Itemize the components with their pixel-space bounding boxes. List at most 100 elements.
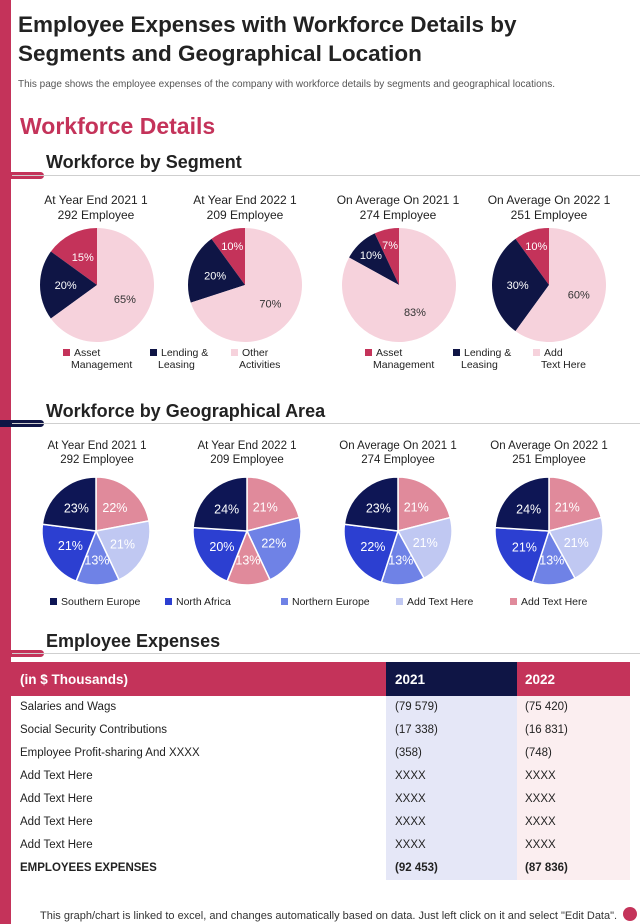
pie-title-line: At Year End 2022 1: [193, 193, 297, 207]
left-accent-bar: [0, 0, 11, 924]
pie-title-line: 251 Employee: [510, 208, 588, 222]
pie-slice: [343, 476, 399, 532]
pie-title-line: 292 Employee: [57, 208, 135, 222]
pie-title-line: On Average On 2021 1: [339, 440, 457, 452]
pie-slice: [494, 526, 551, 584]
pie-slice: [245, 516, 302, 581]
legend-label: Activities: [239, 359, 281, 371]
segment-pie-chart-avg-2021: 7%10% 83%: [342, 228, 456, 342]
pie-value-label: 13%: [388, 554, 413, 568]
row-value-2022: XXXX: [525, 816, 556, 828]
geo-pie-chart-2021: 22% 21%13%21% 23%: [41, 476, 151, 586]
page-title: Employee Expenses with Workforce Details…: [18, 12, 517, 66]
pie-slice: [397, 476, 452, 532]
table-header: (in $ Thousands) 2021 2022: [11, 662, 630, 696]
legend-item: Southern Europe: [50, 596, 140, 608]
geo-pie-chart-avg-2021: 21%21%13%22%23%: [343, 476, 453, 586]
pie-slice: [192, 476, 248, 532]
total-label: EMPLOYEES EXPENSES: [20, 862, 157, 874]
row-value-2021: XXXX: [395, 770, 426, 782]
segment-pie-title: At Year End 2022 1 209 Employee: [170, 193, 320, 223]
legend-label: Northern Europe: [292, 596, 370, 608]
pie-slice: [374, 228, 399, 285]
row-value-2021: XXXX: [395, 816, 426, 828]
pie-value-label: 21%: [413, 536, 438, 550]
section-title: Workforce Details: [20, 113, 216, 139]
legend-label: Southern Europe: [61, 596, 141, 608]
legend-swatch: [231, 349, 238, 356]
geo-pie-chart-avg-2022: 21%21%13%21%24%: [494, 476, 604, 586]
page-subtitle: This page shows the employee expenses of…: [18, 79, 555, 90]
legend-item: Asset Management: [63, 347, 132, 371]
pie-slice: [396, 516, 453, 580]
pie-value-label: 24%: [516, 502, 541, 516]
legend-label: Asset: [376, 347, 403, 359]
pie-value-label: 21%: [110, 537, 135, 551]
pie-value-label: 21%: [253, 501, 278, 515]
legend-swatch: [281, 598, 288, 605]
segment-pie-title: At Year End 2021 1 292 Employee: [21, 193, 171, 223]
legend-swatch: [50, 598, 57, 605]
pie-value-label: 15%: [72, 252, 94, 264]
legend-item: Asset Management: [365, 347, 434, 371]
pie-value-label: 21%: [564, 536, 589, 550]
segment-pie-title: On Average On 2022 1 251 Employee: [474, 193, 624, 223]
row-value-2022: XXXX: [525, 839, 556, 851]
segment-divider: [12, 175, 640, 176]
legend-item: North Africa: [165, 596, 231, 608]
pie-value-label: 20%: [55, 280, 77, 292]
segment-pie-chart-2022: 10% 20% 70%: [188, 228, 302, 342]
pie-title-line: On Average On 2022 1: [487, 193, 611, 207]
legend-swatch: [365, 349, 372, 356]
pie-slice: [349, 233, 399, 285]
legend-item: Lending & Leasing: [453, 347, 511, 371]
geo-pie-title: On Average On 2022 1 251 Employee: [474, 439, 624, 467]
pie-value-label: 10%: [525, 241, 547, 253]
table-row: Add Text Here XXXX XXXX: [11, 834, 630, 857]
pie-title-line: At Year End 2021 1: [47, 440, 147, 452]
legend-swatch: [63, 349, 70, 356]
legend-swatch: [533, 349, 540, 356]
total-value-2021: (92 453): [395, 862, 438, 874]
pie-title-line: 292 Employee: [60, 454, 134, 466]
legend-item: Lending & Leasing: [150, 347, 208, 371]
row-label: Add Text Here: [20, 816, 93, 828]
pie-value-label: 65%: [114, 294, 136, 306]
row-value-2021: (358): [395, 747, 422, 759]
legend-label: Management: [71, 359, 133, 371]
pie-value-label: 60%: [568, 290, 590, 302]
pie-title-line: 209 Employee: [210, 454, 284, 466]
pie-value-label: 20%: [209, 540, 234, 554]
segment-pie-chart-2021: 15% 20% 65%: [40, 228, 154, 342]
pie-slice: [192, 526, 249, 583]
legend-item: Other Activities: [231, 347, 280, 371]
geo-pie-title: At Year End 2022 1 209 Employee: [172, 439, 322, 467]
pie-title-line: On Average On 2021 1: [336, 193, 460, 207]
legend-label: Management: [373, 359, 435, 371]
legend-label: North Africa: [176, 596, 231, 608]
pie-value-label: 21%: [512, 541, 537, 555]
row-value-2021: (79 579): [395, 701, 438, 713]
expenses-divider: [12, 653, 640, 654]
pie-slice: [547, 516, 604, 580]
pie-value-label: 10%: [360, 250, 382, 262]
legend-swatch: [165, 598, 172, 605]
pie-slice: [515, 228, 606, 342]
pie-slice: [246, 476, 301, 532]
legend-swatch: [396, 598, 403, 605]
pie-title-line: 274 Employee: [359, 208, 437, 222]
legend-label: Other: [242, 347, 269, 359]
legend-swatch: [510, 598, 517, 605]
legend-label: Leasing: [461, 359, 498, 371]
corner-dot: [623, 907, 637, 921]
pie-title-line: 209 Employee: [206, 208, 284, 222]
geo-pie-title: On Average On 2021 1 274 Employee: [323, 439, 473, 467]
legend-label: Leasing: [158, 359, 195, 371]
legend-label: Add Text Here: [407, 596, 474, 608]
pie-value-label: 22%: [360, 540, 385, 554]
pie-title-line: 274 Employee: [361, 454, 435, 466]
pie-slice: [50, 228, 97, 285]
row-value-2021: XXXX: [395, 793, 426, 805]
legend-item: Add Text Here: [533, 347, 586, 371]
pie-value-label: 13%: [539, 554, 564, 568]
